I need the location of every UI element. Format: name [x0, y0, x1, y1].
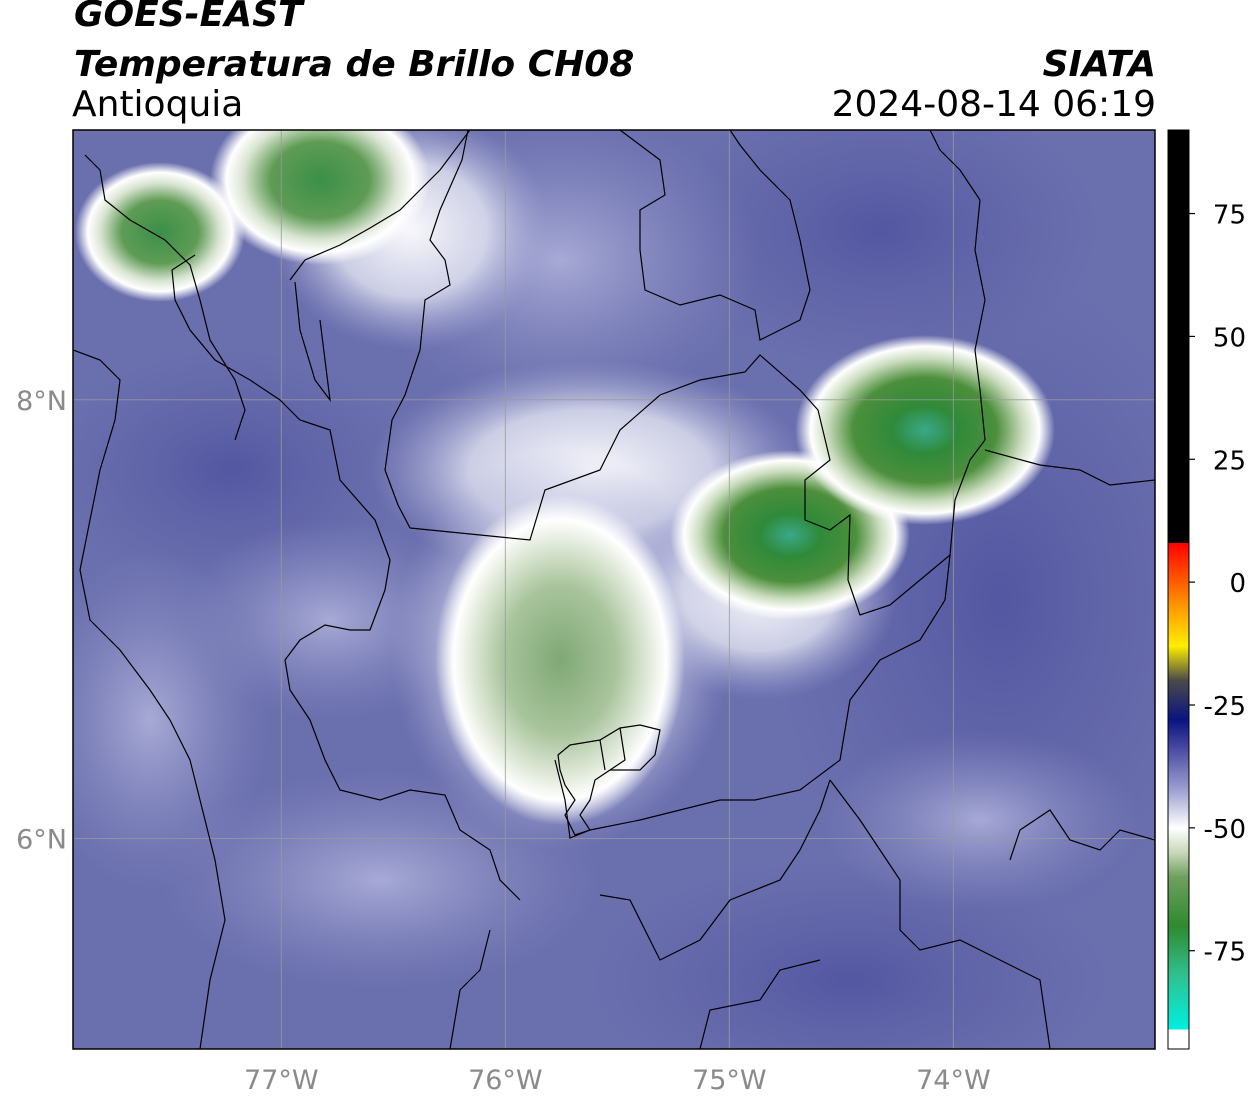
atrato-border — [284, 659, 521, 901]
medellin-metro-outline — [557, 724, 661, 836]
antioquia-border-south — [554, 554, 951, 839]
longitude-tick-labels: 77°W 76°W 75°W 74°W — [244, 1065, 991, 1096]
western-border — [171, 254, 391, 661]
brightness-temperature-field — [73, 130, 1155, 1049]
colorbar-tick-label: 0 — [1229, 569, 1246, 599]
plot-frame — [72, 129, 1156, 1050]
graticule — [73, 130, 1155, 1049]
colorbar-tick-label: -75 — [1204, 938, 1246, 968]
colorbar-tick-label: 25 — [1213, 446, 1246, 476]
coastline-caribbean — [289, 130, 471, 403]
political-borders — [73, 130, 1155, 1049]
antioquia-border — [384, 130, 469, 529]
lon-tick-label: 74°W — [916, 1065, 991, 1096]
antioquia-border-north — [409, 354, 951, 616]
satellite-title: GOES-EAST — [74, 0, 303, 35]
far-east-border — [1009, 809, 1155, 861]
lat-tick-label: 6°N — [16, 824, 67, 855]
lon-tick-label: 75°W — [692, 1065, 767, 1096]
latitude-tick-labels: 8°N 6°N — [16, 386, 67, 856]
colorbar-tick-label: 75 — [1213, 201, 1246, 231]
eastern-border — [929, 130, 986, 556]
colorbar-gradient — [1167, 129, 1190, 1050]
region-label: Antioquia — [72, 84, 244, 125]
venezuela-border — [984, 449, 1155, 486]
colorbar: 75 50 25 0 -25 -50 -75 — [1167, 129, 1246, 1050]
product-title: Temperatura de Brillo CH08 — [74, 44, 635, 85]
southeast-border — [699, 779, 1051, 1049]
coastline-west — [73, 349, 226, 1049]
colorbar-tick-label: -50 — [1204, 815, 1246, 845]
timestamp-label: 2024-08-14 06:19 — [831, 84, 1156, 125]
southern-border — [449, 779, 831, 1049]
lon-tick-label: 77°W — [244, 1065, 319, 1096]
colorbar-tick-label: -25 — [1204, 692, 1246, 722]
brand-label: SIATA — [1042, 44, 1156, 85]
coastline-gulf-urab\u00e1 — [84, 154, 246, 441]
colorbar-ticks: 75 50 25 0 -25 -50 -75 — [1189, 201, 1246, 968]
northeast-border — [619, 130, 811, 341]
lat-tick-label: 8°N — [16, 386, 67, 417]
lon-tick-label: 76°W — [468, 1065, 543, 1096]
colorbar-tick-label: 50 — [1213, 323, 1246, 353]
